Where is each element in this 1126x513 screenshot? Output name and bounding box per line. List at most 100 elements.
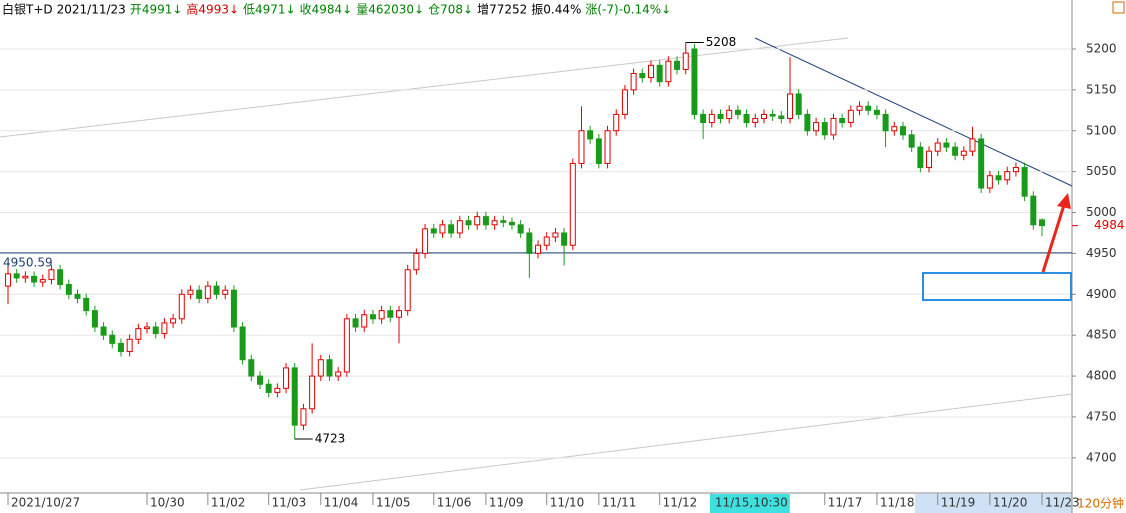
annotation-label: 4723 <box>315 432 346 446</box>
candle-body <box>48 269 55 281</box>
header-item: 白银T+D <box>2 2 53 17</box>
candle-body <box>256 375 263 385</box>
candle-body <box>1039 219 1045 227</box>
candle-body <box>517 224 524 234</box>
candle-body <box>743 113 750 124</box>
candle-body <box>543 236 550 246</box>
candle-body <box>283 367 290 389</box>
candle-body <box>222 289 229 295</box>
candle-body <box>439 224 446 234</box>
candle-body <box>569 162 576 246</box>
candle-body <box>491 220 498 226</box>
candle-body <box>561 232 568 246</box>
highlight-box <box>922 272 1072 301</box>
candle-body <box>995 175 1002 181</box>
candle-body <box>178 293 185 320</box>
candle-body <box>682 52 689 70</box>
header-item: 量462030↓ <box>356 3 424 17</box>
candle-body <box>83 297 90 312</box>
header-item: 开4991↓ <box>130 3 183 17</box>
arrow-shaft <box>1041 204 1066 273</box>
candle-body <box>369 314 376 320</box>
candle-body <box>57 269 64 285</box>
candle-body <box>1004 171 1011 181</box>
annotation-label: 5208 <box>706 35 737 49</box>
candle-body <box>309 375 316 410</box>
header-item: 增77252 <box>477 3 527 17</box>
candle-body <box>31 275 38 283</box>
candle-body <box>474 216 481 226</box>
x-tick-label: 11/17 <box>828 496 863 510</box>
candle-body <box>404 269 411 312</box>
candle-body <box>39 279 46 283</box>
candle-body <box>795 93 802 115</box>
channel-upper <box>0 37 849 138</box>
candle-body <box>604 130 611 164</box>
candle-body <box>335 371 342 377</box>
candle-body <box>213 285 220 295</box>
candle-body <box>291 367 298 426</box>
candle-body <box>378 310 385 320</box>
header-item: 仓708↓ <box>428 3 473 17</box>
y-tick-label: 5000 <box>1086 205 1117 219</box>
candle-body <box>917 146 924 169</box>
x-tick-label: 11/05 <box>376 496 411 510</box>
candle-body <box>144 326 151 330</box>
header-item: 低4971↓ <box>243 3 296 17</box>
candle-body <box>734 109 741 115</box>
candle-body <box>65 283 72 295</box>
candle-body <box>752 117 759 124</box>
candle-body <box>821 122 828 136</box>
candles <box>0 42 1072 459</box>
candle-body <box>422 228 429 254</box>
candle-body <box>396 310 403 318</box>
candle-body <box>100 326 107 336</box>
x-tick-label: 2021/10/27 <box>11 496 80 510</box>
x-tick-label: 11/11 <box>602 496 637 510</box>
y-tick-label: 4900 <box>1086 287 1117 301</box>
candle-body <box>91 310 98 328</box>
candle-body <box>1030 195 1037 226</box>
y-tick-label: 5150 <box>1086 82 1117 96</box>
candle-body <box>274 387 281 393</box>
level-label: 4950.59 <box>3 255 53 269</box>
candle-body <box>943 142 950 148</box>
period-label: 120分钟 <box>1077 496 1124 511</box>
candle-body <box>170 318 177 324</box>
candle-body <box>647 64 654 79</box>
candle-body <box>1012 167 1019 173</box>
resistance-line <box>754 37 1073 187</box>
candle-body <box>117 342 124 353</box>
selection-band <box>915 494 1072 513</box>
channel-lower <box>299 393 1073 491</box>
x-tick-label: 10/30 <box>150 496 185 510</box>
candle-body <box>204 285 211 299</box>
candle-body <box>630 73 637 91</box>
candle-body <box>717 113 724 119</box>
candle-body <box>595 138 602 164</box>
candle-body <box>656 64 663 83</box>
candle-body <box>952 146 959 156</box>
candle-body <box>804 113 811 132</box>
x-tick-label: 11/10 <box>550 496 585 510</box>
candle-body <box>552 232 559 238</box>
y-tick-label: 4750 <box>1086 409 1117 423</box>
candle-body <box>978 138 985 189</box>
candle-body <box>691 48 698 115</box>
header-item: 高4993↓ <box>186 2 239 17</box>
candle-body <box>873 109 880 115</box>
x-tick-label: 11/02 <box>211 496 246 510</box>
candle-body <box>708 113 715 124</box>
x-tick-label: 11/20 <box>993 496 1028 510</box>
candle-body <box>508 221 515 226</box>
y-tick-label: 5100 <box>1086 123 1117 137</box>
candle-body <box>152 326 159 335</box>
y-tick-label: 4850 <box>1086 328 1117 342</box>
candle-body <box>196 289 203 299</box>
candle-body <box>361 314 368 328</box>
x-tick-label: 11/12 <box>663 496 698 510</box>
candle-body <box>239 326 246 361</box>
candle-body <box>986 175 993 189</box>
